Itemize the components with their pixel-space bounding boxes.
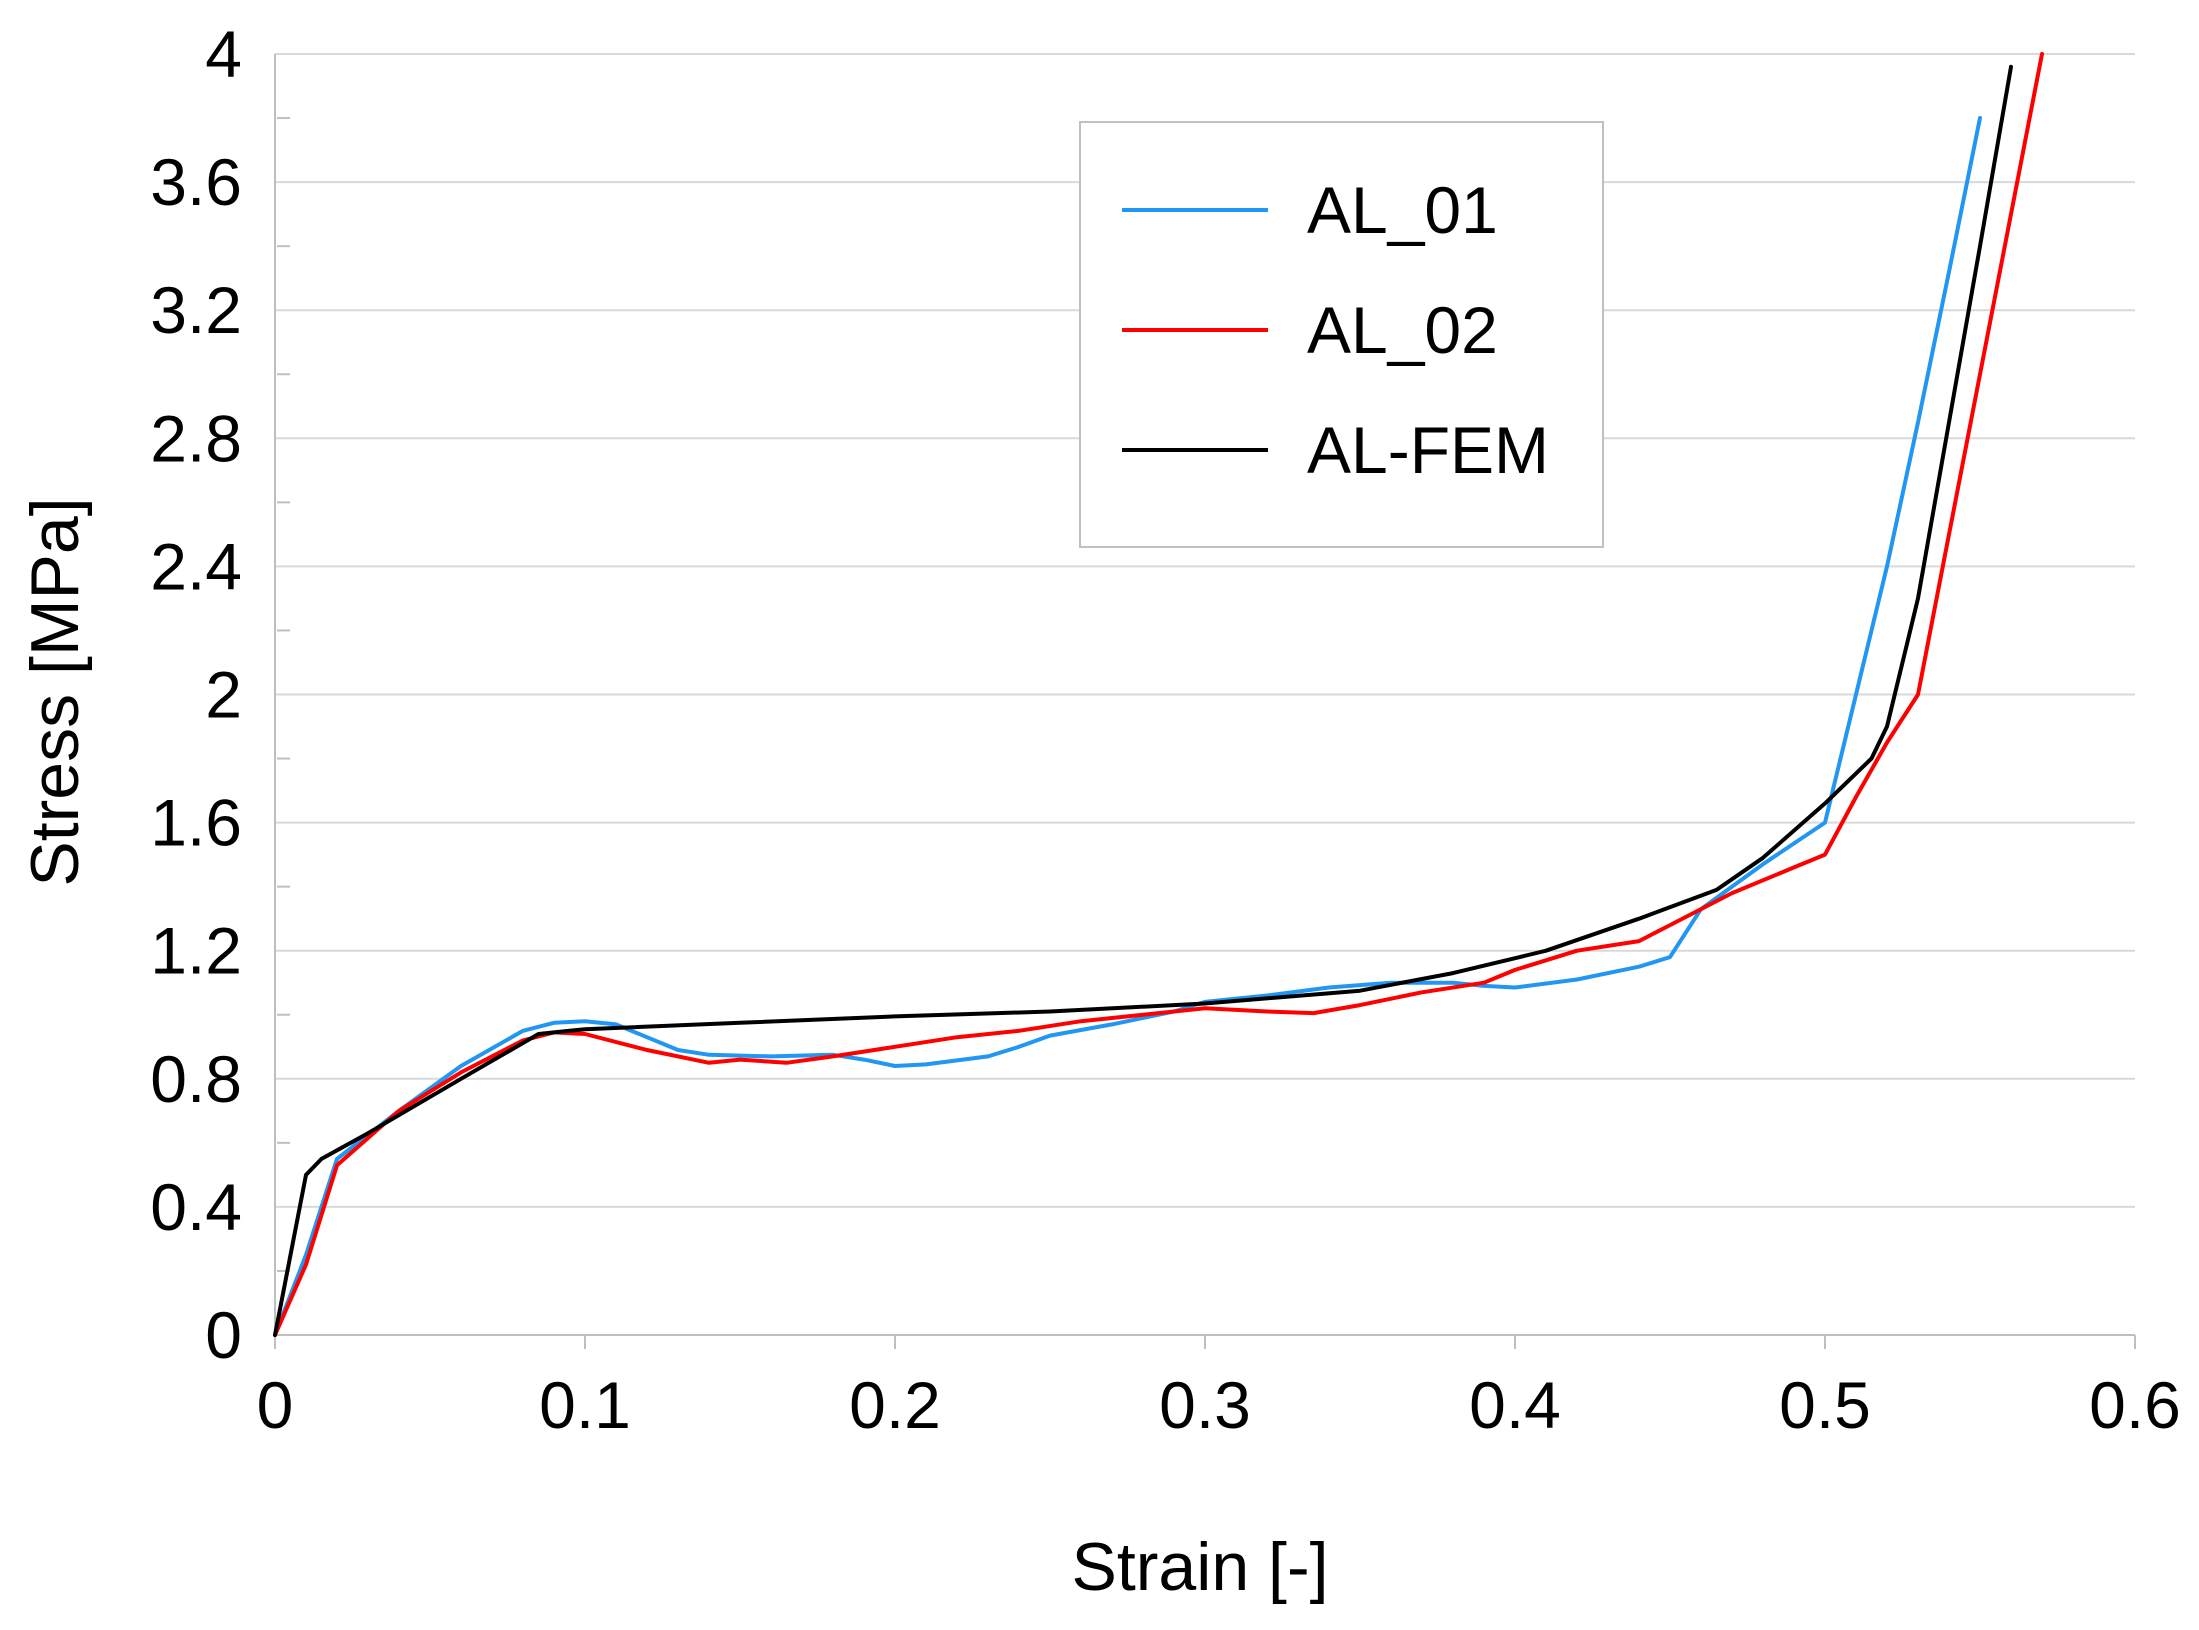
legend-box	[1079, 121, 1604, 548]
y-tick-label-4: 1.6	[150, 786, 242, 860]
y-tick-label-6: 2.4	[150, 529, 242, 603]
y-tick-label-3: 1.2	[150, 914, 242, 988]
y-tick-label-10: 4	[205, 17, 242, 91]
legend-label-al-02: AL_02	[1307, 293, 1498, 367]
x-tick-label-1: 0.1	[539, 1368, 631, 1442]
y-tick-label-9: 3.6	[150, 145, 242, 219]
x-tick-label-4: 0.4	[1469, 1368, 1561, 1442]
x-tick-label-5: 0.5	[1779, 1368, 1871, 1442]
y-tick-label-2: 0.8	[150, 1042, 242, 1116]
y-axis-title: Stress [MPa]	[17, 497, 93, 886]
legend-label-al-01: AL_01	[1307, 173, 1498, 247]
x-tick-label-6: 0.6	[2089, 1368, 2181, 1442]
legend: AL_01 AL_02 AL-FEM	[1079, 121, 1604, 548]
axes	[274, 54, 2136, 1349]
y-tick-label-1: 0.4	[150, 1170, 242, 1244]
series-line-al-fem	[273, 64, 2013, 1337]
x-tick-label-2: 0.2	[849, 1368, 941, 1442]
x-tick-label-0: 0	[257, 1368, 294, 1442]
y-tick-label-0: 0	[205, 1298, 242, 1372]
series-lines	[273, 52, 2044, 1337]
x-tick-labels: 0 0.1 0.2 0.3 0.4 0.5 0.6	[257, 1368, 2181, 1442]
y-tick-label-7: 2.8	[150, 401, 242, 475]
y-tick-label-8: 3.2	[150, 273, 242, 347]
legend-label-al-fem: AL-FEM	[1307, 413, 1549, 487]
y-tick-label-5: 2	[205, 658, 242, 732]
y-minor-ticks	[277, 117, 290, 1272]
y-tick-labels: 0 0.4 0.8 1.2 1.6 2 2.4 2.8 3.2 3.6 4	[150, 17, 242, 1372]
series-line-al-01	[273, 116, 1982, 1337]
x-tick-label-3: 0.3	[1159, 1368, 1251, 1442]
x-axis-title: Strain [-]	[1072, 1529, 1329, 1605]
